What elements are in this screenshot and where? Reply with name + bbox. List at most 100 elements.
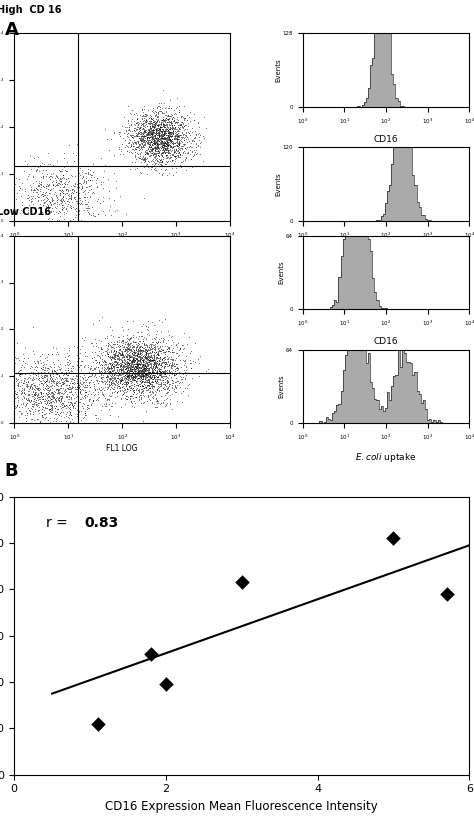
Point (170, 113, 178, 127)
Point (34, 393, 41, 407)
Point (154, 366, 161, 379)
Point (41, 361, 49, 374)
Point (46, 387, 53, 400)
Point (157, 366, 165, 379)
Point (63, 200, 71, 213)
Point (133, 352, 140, 366)
Point (21, 182, 28, 196)
Point (133, 379, 140, 392)
Point (155, 149, 162, 162)
Point (139, 127, 146, 140)
Point (106, 349, 114, 362)
Point (139, 414, 147, 427)
Point (46, 416, 54, 429)
Point (183, 136, 191, 149)
Point (164, 113, 172, 127)
Point (85, 202, 93, 215)
Point (143, 126, 151, 139)
Point (123, 364, 131, 377)
Point (135, 365, 142, 378)
Point (140, 106, 147, 119)
Point (140, 129, 148, 142)
Point (159, 366, 166, 379)
Point (131, 368, 138, 382)
Point (137, 352, 145, 365)
Point (158, 353, 165, 367)
Point (134, 350, 141, 363)
Point (128, 359, 136, 372)
Point (147, 135, 155, 148)
Point (73, 196, 81, 209)
Point (159, 382, 166, 395)
Point (113, 361, 121, 374)
Point (152, 132, 160, 146)
Point (139, 349, 147, 362)
Point (147, 115, 155, 128)
Point (134, 371, 142, 384)
Point (161, 378, 169, 392)
Point (163, 112, 171, 126)
Point (108, 375, 115, 388)
Point (176, 370, 184, 383)
Point (140, 161, 147, 174)
Point (10, 395, 18, 408)
Point (122, 357, 130, 371)
Point (75, 361, 82, 374)
Point (151, 108, 159, 122)
Point (48, 366, 56, 379)
Point (132, 129, 139, 142)
Point (57, 402, 64, 415)
Point (143, 374, 151, 387)
Point (15, 411, 22, 424)
Point (28, 380, 36, 393)
Point (138, 152, 146, 165)
Point (84, 360, 92, 373)
Point (10, 403, 18, 416)
Point (160, 138, 168, 152)
Point (135, 357, 142, 371)
Point (146, 119, 154, 132)
Point (142, 112, 150, 126)
Point (182, 372, 189, 385)
Point (64, 368, 72, 382)
Point (144, 373, 152, 387)
Point (73, 370, 81, 383)
Point (151, 134, 159, 147)
Point (173, 364, 181, 377)
Point (139, 382, 147, 395)
Point (144, 161, 152, 174)
Point (40, 369, 48, 382)
Point (154, 127, 162, 141)
Point (99, 205, 107, 218)
Point (115, 127, 122, 141)
Point (46, 214, 53, 227)
Point (54, 178, 61, 192)
Point (49, 392, 56, 405)
Point (133, 367, 140, 381)
Point (171, 359, 178, 372)
Point (188, 144, 196, 157)
Point (119, 132, 127, 145)
Point (125, 366, 132, 379)
Point (77, 182, 85, 196)
Point (87, 369, 95, 382)
Point (147, 338, 155, 352)
Point (148, 160, 155, 173)
Point (131, 353, 138, 367)
Point (93, 356, 100, 369)
Point (158, 359, 166, 372)
Point (163, 370, 170, 383)
Point (163, 122, 171, 136)
Point (164, 376, 172, 389)
Point (68, 214, 76, 227)
Point (171, 150, 178, 163)
Point (149, 127, 156, 141)
Point (52, 178, 60, 192)
Point (47, 206, 55, 219)
Point (148, 128, 156, 142)
Point (44, 387, 51, 401)
Point (20, 374, 27, 387)
Point (25, 403, 33, 416)
Point (128, 362, 135, 375)
Point (32, 380, 39, 393)
